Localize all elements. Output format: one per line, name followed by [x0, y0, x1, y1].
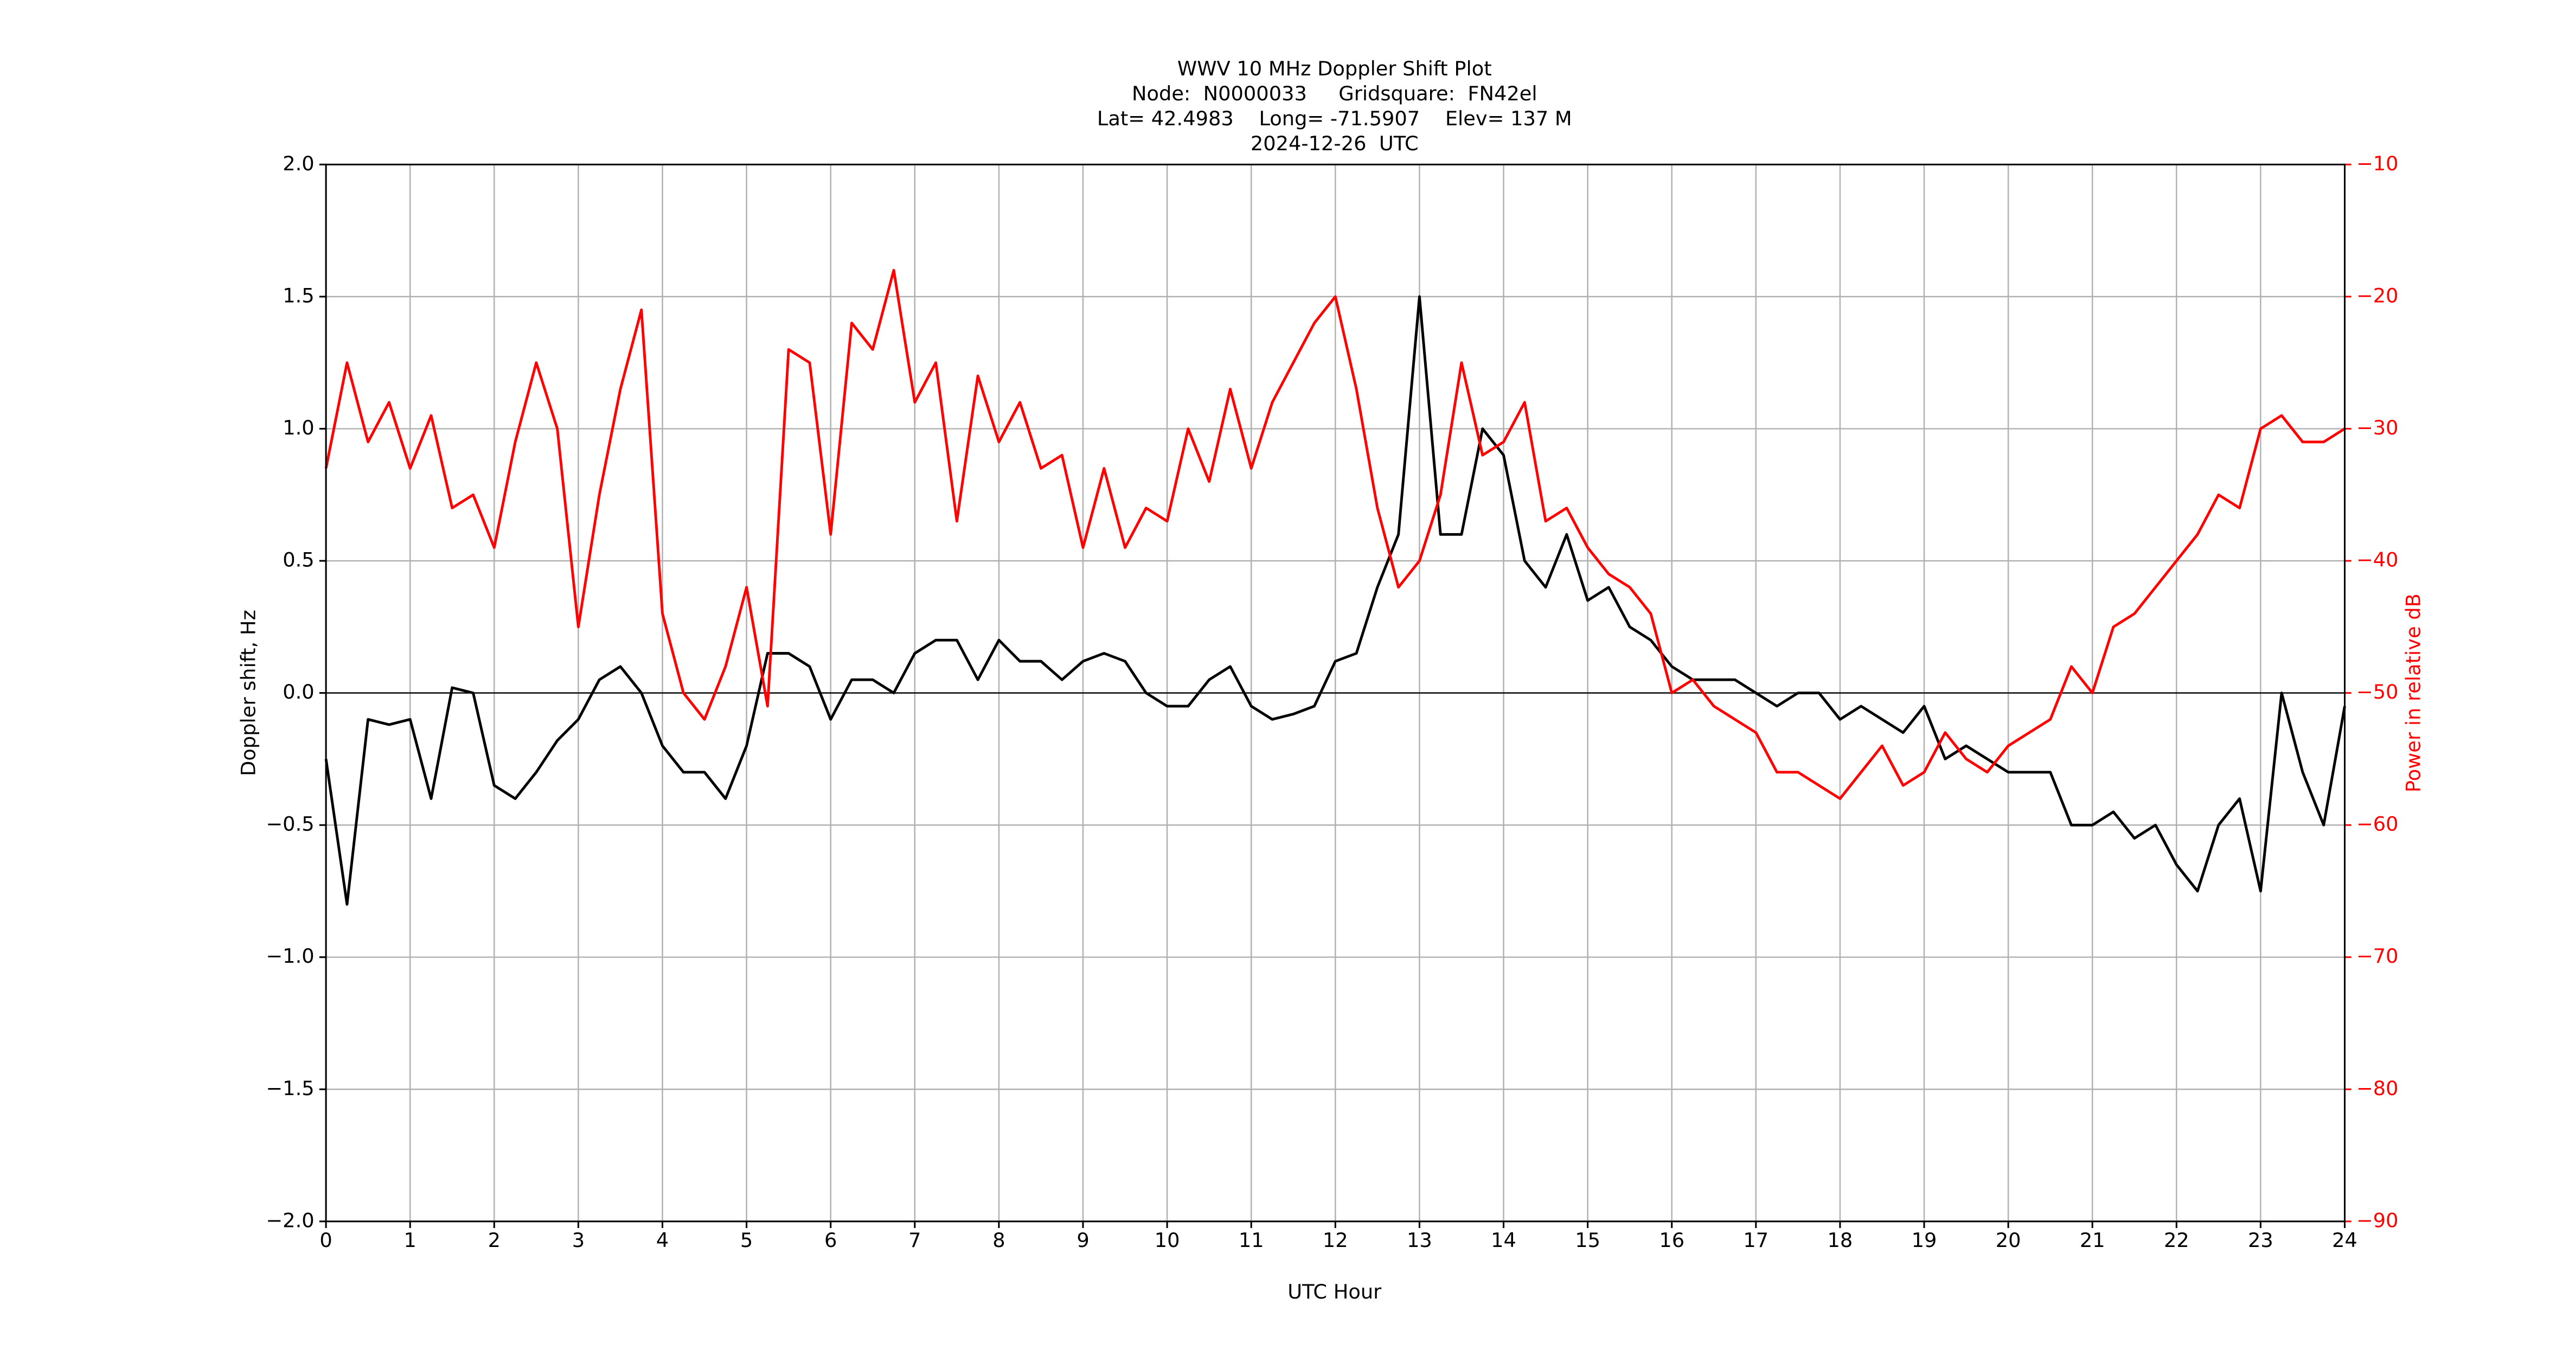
- y-tick-label: 1.0: [283, 416, 314, 439]
- plot-frame: [325, 163, 2346, 1223]
- x-axis-label: UTC Hour: [1287, 1280, 1382, 1303]
- y-tick-label: −1.0: [266, 944, 314, 968]
- x-tick-label: 0: [319, 1229, 332, 1252]
- x-tick-label: 3: [572, 1229, 585, 1252]
- x-tick-label: 14: [1491, 1229, 1516, 1252]
- x-tick-label: 22: [2164, 1229, 2189, 1252]
- x-tick-label: 19: [1912, 1229, 1937, 1252]
- y2-tick-label: −20: [2356, 284, 2399, 307]
- y2-tick-label: −30: [2356, 416, 2399, 439]
- y2-tick-label: −80: [2356, 1077, 2399, 1100]
- x-tick-label: 24: [2332, 1229, 2357, 1252]
- chart-title: 2024-12-26 UTC: [1251, 132, 1419, 155]
- y-tick-label: −0.5: [266, 813, 314, 836]
- x-tick-label: 1: [404, 1229, 416, 1252]
- y-tick-label: −2.0: [266, 1208, 314, 1232]
- x-tick-label: 18: [1828, 1229, 1853, 1252]
- x-tick-label: 16: [1659, 1229, 1684, 1252]
- x-tick-label: 23: [2248, 1229, 2273, 1252]
- y-tick-label: 2.0: [283, 152, 314, 175]
- x-tick-label: 8: [992, 1229, 1005, 1252]
- x-tick-label: 4: [656, 1229, 669, 1252]
- y-tick-label: 0.5: [283, 548, 314, 572]
- x-tick-label: 2: [488, 1229, 501, 1252]
- y-tick-label: 1.5: [283, 284, 314, 307]
- x-tick-label: 5: [740, 1229, 753, 1252]
- y-tick-label: −1.5: [266, 1077, 314, 1100]
- y2-tick-label: −40: [2356, 548, 2399, 572]
- chart-title: WWV 10 MHz Doppler Shift Plot: [1177, 57, 1492, 80]
- y2-tick-label: −90: [2356, 1208, 2399, 1232]
- x-tick-label: 7: [908, 1229, 921, 1252]
- x-tick-label: 20: [1996, 1229, 2021, 1252]
- y2-axis-label: Power in relative dB: [2402, 593, 2425, 792]
- y2-tick-label: −50: [2356, 680, 2399, 703]
- x-tick-label: 9: [1076, 1229, 1089, 1252]
- y2-tick-label: −70: [2356, 944, 2399, 968]
- x-tick-label: 10: [1155, 1229, 1180, 1252]
- x-tick-label: 13: [1407, 1229, 1432, 1252]
- series-line: [324, 295, 2346, 906]
- x-tick-label: 21: [2080, 1229, 2105, 1252]
- chart-title: Lat= 42.4983 Long= -71.5907 Elev= 137 M: [1097, 107, 1572, 130]
- series-line: [324, 268, 2346, 800]
- x-tick-label: 15: [1575, 1229, 1600, 1252]
- chart-title: Node: N0000033 Gridsquare: FN42el: [1132, 82, 1537, 105]
- y2-tick-label: −60: [2356, 813, 2399, 836]
- y-axis-label: Doppler shift, Hz: [237, 610, 260, 776]
- x-tick-label: 6: [824, 1229, 837, 1252]
- x-tick-label: 17: [1743, 1229, 1768, 1252]
- x-tick-label: 11: [1239, 1229, 1264, 1252]
- y-tick-label: 0.0: [283, 680, 314, 703]
- x-tick-label: 12: [1323, 1229, 1348, 1252]
- y2-tick-label: −10: [2356, 152, 2399, 175]
